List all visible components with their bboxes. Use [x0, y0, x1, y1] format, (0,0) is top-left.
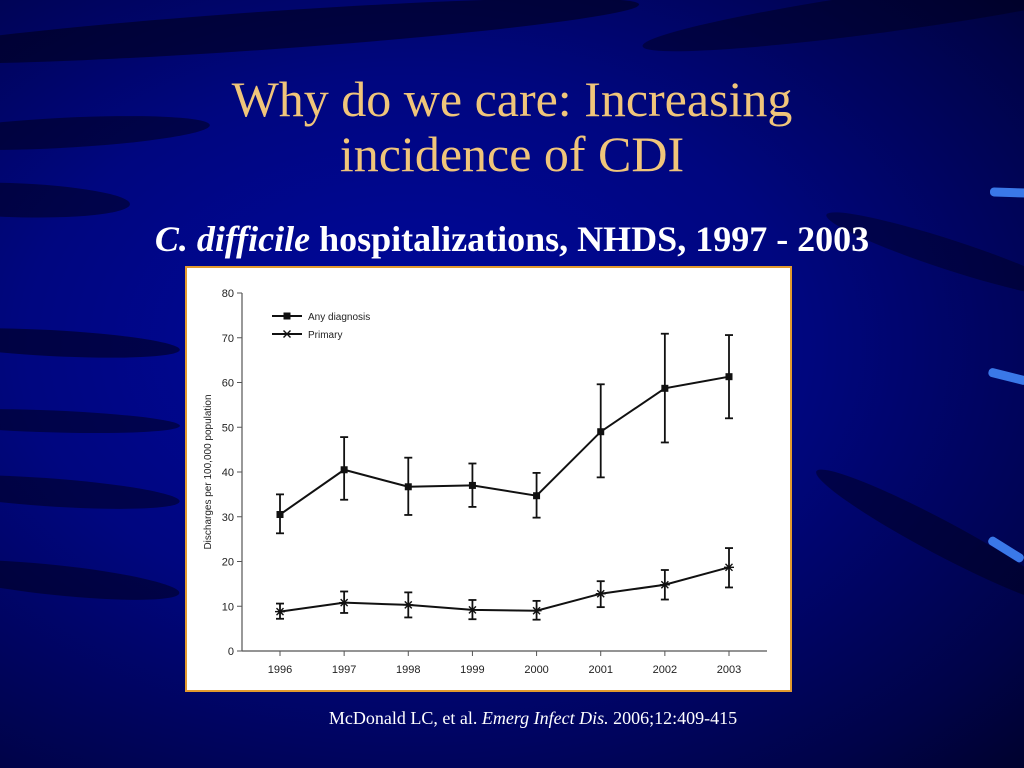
background-streak — [0, 405, 181, 437]
background-streak — [0, 178, 131, 222]
slide-title-line1: Why do we care: Increasing — [231, 71, 793, 127]
line-chart: 0 10 20 30 40 50 60 70 80 1996 1997 1998 1999 2000 200… — [203, 288, 767, 676]
y-tick-label: 50 — [222, 422, 234, 434]
y-tick-label: 40 — [222, 467, 234, 479]
data-point — [404, 483, 412, 491]
slide-title: Why do we care: Increasing incidence of … — [0, 72, 1024, 182]
data-point — [725, 373, 733, 381]
data-point — [403, 600, 414, 609]
y-tick-label: 60 — [222, 378, 234, 390]
data-point — [339, 598, 350, 607]
subtitle-species: C. difficile — [154, 219, 311, 259]
data-point — [661, 384, 669, 392]
citation: McDonald LC, et al. Emerg Infect Dis. 20… — [0, 708, 1024, 729]
legend-label: Any diagnosis — [308, 312, 370, 323]
data-point — [659, 580, 670, 589]
data-point — [468, 481, 476, 489]
data-point — [275, 607, 285, 616]
data-point — [340, 466, 348, 474]
data-point — [533, 492, 541, 500]
y-tick-label: 30 — [222, 512, 234, 524]
y-tick-label: 70 — [222, 333, 234, 345]
x-tick-label: 1998 — [396, 664, 420, 676]
legend-marker — [283, 312, 291, 320]
citation-volume: 2006;12:409-415 — [608, 708, 738, 728]
x-tick-label: 2000 — [524, 664, 548, 676]
slide-title-line2: incidence of CDI — [339, 126, 685, 182]
y-tick-label: 0 — [228, 646, 234, 658]
x-tick-label: 2002 — [653, 664, 677, 676]
x-tick-label: 1996 — [268, 664, 292, 676]
background-streak — [0, 323, 181, 363]
slide-subtitle: C. difficile hospitalizations, NHDS, 199… — [0, 218, 1024, 260]
y-tick-label: 20 — [222, 557, 234, 569]
series-line-1 — [279, 375, 730, 516]
background-streak — [639, 0, 1024, 66]
data-point — [467, 605, 478, 614]
y-tick-label: 10 — [222, 601, 234, 613]
decorative-mark — [986, 535, 1024, 564]
x-tick-label: 1999 — [460, 664, 484, 676]
y-tick-label: 80 — [222, 288, 234, 300]
x-tick-label: 1997 — [332, 664, 356, 676]
data-point — [595, 589, 606, 598]
decorative-mark — [989, 187, 1024, 198]
data-point — [531, 606, 542, 615]
background-streak — [0, 468, 181, 516]
data-point — [276, 511, 284, 519]
background-streak — [0, 0, 641, 77]
background-streak — [0, 552, 181, 608]
decorative-mark — [987, 367, 1024, 386]
x-tick-label: 2003 — [717, 664, 741, 676]
chart-frame: 0 10 20 30 40 50 60 70 80 1996 1997 1998 1999 2000 200… — [185, 266, 792, 692]
data-point — [597, 428, 605, 436]
legend-label: Primary — [308, 330, 342, 341]
legend-marker — [282, 330, 292, 338]
citation-authors: McDonald LC, et al. — [328, 708, 482, 728]
x-tick-label: 2001 — [588, 664, 612, 676]
data-point — [724, 563, 734, 572]
subtitle-text: hospitalizations, NHDS, 1997 - 2003 — [310, 219, 870, 259]
y-axis-label: Discharges per 100,000 population — [203, 394, 214, 549]
series-line-2 — [279, 566, 730, 613]
citation-journal: Emerg Infect Dis. — [481, 708, 609, 728]
